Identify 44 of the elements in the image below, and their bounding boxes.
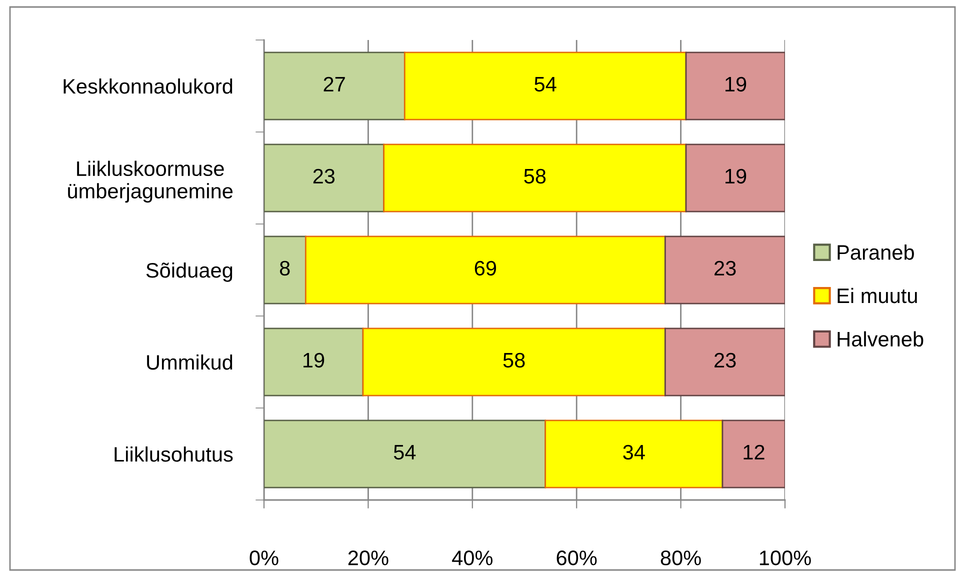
bar	[404, 52, 687, 120]
data-label: 54	[394, 445, 416, 460]
data-label: 19	[304, 352, 324, 368]
y-tick-label: Ummikud	[147, 354, 232, 370]
bar	[362, 328, 666, 396]
bar	[304, 236, 666, 304]
x-tick-label: 80%	[660, 550, 701, 566]
bar	[664, 328, 785, 396]
y-tick-label: Liiklusohutus	[114, 446, 233, 462]
data-label: 23	[714, 260, 736, 276]
x-tick-label: 40%	[452, 550, 493, 566]
y-tick-label: Liikluskoormuse ümberjagunemine	[68, 160, 233, 203]
bar	[722, 420, 785, 488]
data-label: 69	[474, 260, 496, 276]
data-label: 19	[726, 76, 746, 92]
data-label: 23	[313, 168, 335, 184]
y-tick-label: Keskkonnaolukord	[64, 78, 232, 94]
bar	[383, 144, 687, 212]
data-label: 27	[324, 76, 345, 92]
bar	[264, 52, 406, 120]
x-tick-label: 100%	[760, 550, 811, 566]
data-label: 58	[524, 168, 546, 184]
bar	[264, 144, 385, 212]
bar	[664, 236, 785, 304]
bar	[264, 328, 364, 396]
legend-label: Paraneb	[838, 244, 914, 260]
bar	[685, 144, 785, 212]
x-tick-label: 20%	[348, 550, 388, 566]
x-tick-label: 0%	[250, 550, 278, 566]
bar	[264, 420, 546, 488]
bar	[685, 52, 785, 120]
bar	[264, 236, 306, 304]
legend-label: Ei muutu	[838, 288, 917, 304]
data-label: 19	[726, 168, 746, 184]
legend-label: Halveneb	[838, 331, 924, 347]
data-label: 54	[534, 77, 556, 92]
bar	[544, 420, 724, 488]
y-tick-label: Sõiduaeg	[146, 262, 232, 282]
data-label: 23	[714, 352, 736, 368]
data-label: 34	[623, 444, 645, 460]
data-label: 12	[744, 444, 764, 460]
x-tick-label: 60%	[556, 550, 597, 566]
data-label: 8	[280, 260, 290, 276]
data-label: 58	[503, 352, 525, 368]
